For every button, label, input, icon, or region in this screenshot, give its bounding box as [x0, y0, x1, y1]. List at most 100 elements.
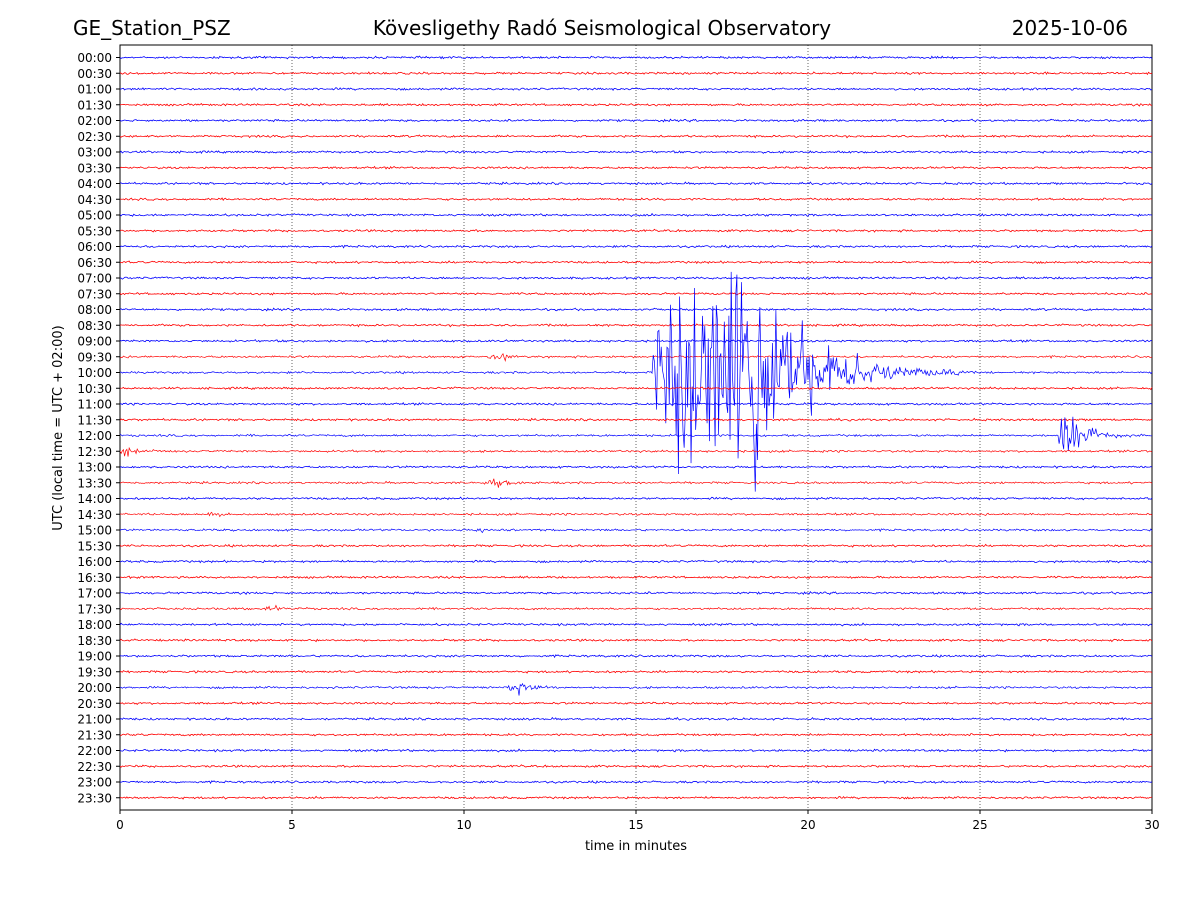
- trace-0530: [119, 228, 1153, 233]
- x-ticks: 0 5 10 15 20 25 30: [116, 810, 1160, 832]
- y-tick-label: 05:00: [77, 209, 112, 223]
- trace-1500: [119, 527, 1153, 534]
- trace-1330: [119, 478, 1153, 488]
- y-tick-label: 08:30: [77, 319, 112, 333]
- y-tick-label: 07:30: [77, 287, 112, 301]
- trace-2100: [119, 716, 1153, 722]
- y-tick-label: 14:00: [77, 492, 112, 506]
- y-tick-label: 18:30: [77, 634, 112, 648]
- y-tick-label: 12:00: [77, 429, 112, 443]
- trace-0330: [119, 165, 1153, 170]
- y-tick-label: 11:30: [77, 413, 112, 427]
- y-tick-label: 01:00: [77, 83, 112, 97]
- x-tick-label: 25: [972, 818, 987, 832]
- trace-0100: [119, 87, 1153, 91]
- date-title: 2025-10-06: [1012, 16, 1128, 40]
- x-tick-label: 5: [288, 818, 296, 832]
- y-tick-label: 21:00: [77, 713, 112, 727]
- trace-0930: [119, 353, 1153, 363]
- trace-0830: [119, 323, 1153, 328]
- trace-0600: [119, 244, 1153, 249]
- trace-0030: [119, 71, 1153, 76]
- trace-1130: [119, 417, 1153, 422]
- observatory-title: Kövesligethy Radó Seismological Observat…: [373, 16, 831, 40]
- trace-1230: [119, 446, 1153, 457]
- trace-1900: [119, 654, 1153, 659]
- x-tick-label: 10: [456, 818, 471, 832]
- trace-0700: [119, 276, 1153, 280]
- trace-1830: [119, 638, 1153, 643]
- y-tick-label: 02:30: [77, 130, 112, 144]
- y-tick-label: 15:30: [77, 539, 112, 553]
- y-tick-label: 20:30: [77, 697, 112, 711]
- trace-0000: [119, 55, 1153, 60]
- trace-2230: [119, 764, 1153, 769]
- trace-2300: [119, 780, 1153, 785]
- trace-0430: [119, 197, 1153, 201]
- y-tick-label: 00:30: [77, 67, 112, 81]
- trace-2330: [119, 795, 1153, 800]
- y-tick-label: 08:00: [77, 303, 112, 317]
- trace-1730: [119, 604, 1153, 611]
- y-tick-label: 09:30: [77, 350, 112, 364]
- trace-1000: [119, 271, 1153, 492]
- y-tick-label: 20:00: [77, 681, 112, 695]
- station-title: GE_Station_PSZ: [73, 16, 231, 40]
- y-tick-label: 00:00: [77, 51, 112, 65]
- y-tick-label: 01:30: [77, 98, 112, 112]
- y-tick-label: 21:30: [77, 728, 112, 742]
- y-tick-label: 09:00: [77, 335, 112, 349]
- trace-group: [119, 55, 1153, 800]
- y-axis-label: UTC (local time = UTC + 02:00): [51, 325, 66, 530]
- trace-0630: [119, 260, 1153, 265]
- y-tick-label: 17:00: [77, 587, 112, 601]
- y-tick-label: 23:00: [77, 776, 112, 790]
- trace-0900: [119, 338, 1153, 343]
- trace-2000: [119, 682, 1153, 696]
- trace-0300: [119, 150, 1153, 154]
- y-tick-label: 15:00: [77, 524, 112, 538]
- x-tick-label: 0: [116, 818, 124, 832]
- trace-1930: [119, 669, 1153, 674]
- y-tick-label: 19:00: [77, 650, 112, 664]
- y-tick-label: 10:00: [77, 366, 112, 380]
- trace-0800: [119, 307, 1153, 312]
- y-tick-label: 11:00: [77, 398, 112, 412]
- y-tick-label: 06:30: [77, 256, 112, 270]
- trace-2130: [119, 732, 1153, 737]
- trace-0730: [119, 291, 1153, 296]
- grid-lines: [291, 45, 981, 810]
- trace-1600: [119, 559, 1153, 564]
- y-tick-label: 19:30: [77, 665, 112, 679]
- y-tick-label: 22:00: [77, 744, 112, 758]
- y-tick-label: 05:30: [77, 224, 112, 238]
- y-tick-label: 04:00: [77, 177, 112, 191]
- trace-1400: [119, 496, 1153, 501]
- x-tick-label: 30: [1144, 818, 1159, 832]
- y-tick-label: 03:00: [77, 146, 112, 160]
- trace-2030: [119, 701, 1152, 706]
- y-tick-label: 07:00: [77, 272, 112, 286]
- trace-1200: [119, 416, 1153, 452]
- trace-1430: [119, 511, 1153, 518]
- y-tick-label: 06:00: [77, 240, 112, 254]
- y-tick-label: 18:00: [77, 618, 112, 632]
- trace-2200: [119, 748, 1153, 753]
- trace-1630: [119, 575, 1153, 580]
- y-tick-label: 03:30: [77, 161, 112, 175]
- x-tick-label: 15: [628, 818, 643, 832]
- y-tick-label: 22:30: [77, 760, 112, 774]
- trace-1800: [119, 622, 1153, 627]
- trace-1530: [119, 543, 1153, 548]
- trace-1700: [119, 590, 1153, 596]
- trace-0200: [119, 118, 1153, 123]
- x-tick-label: 20: [800, 818, 815, 832]
- y-tick-label: 02:00: [77, 114, 112, 128]
- trace-1030: [119, 386, 1153, 391]
- trace-0400: [119, 181, 1153, 186]
- trace-1100: [119, 401, 1153, 406]
- y-tick-label: 16:00: [77, 555, 112, 569]
- y-tick-label: 14:30: [77, 508, 112, 522]
- y-tick-label: 16:30: [77, 571, 112, 585]
